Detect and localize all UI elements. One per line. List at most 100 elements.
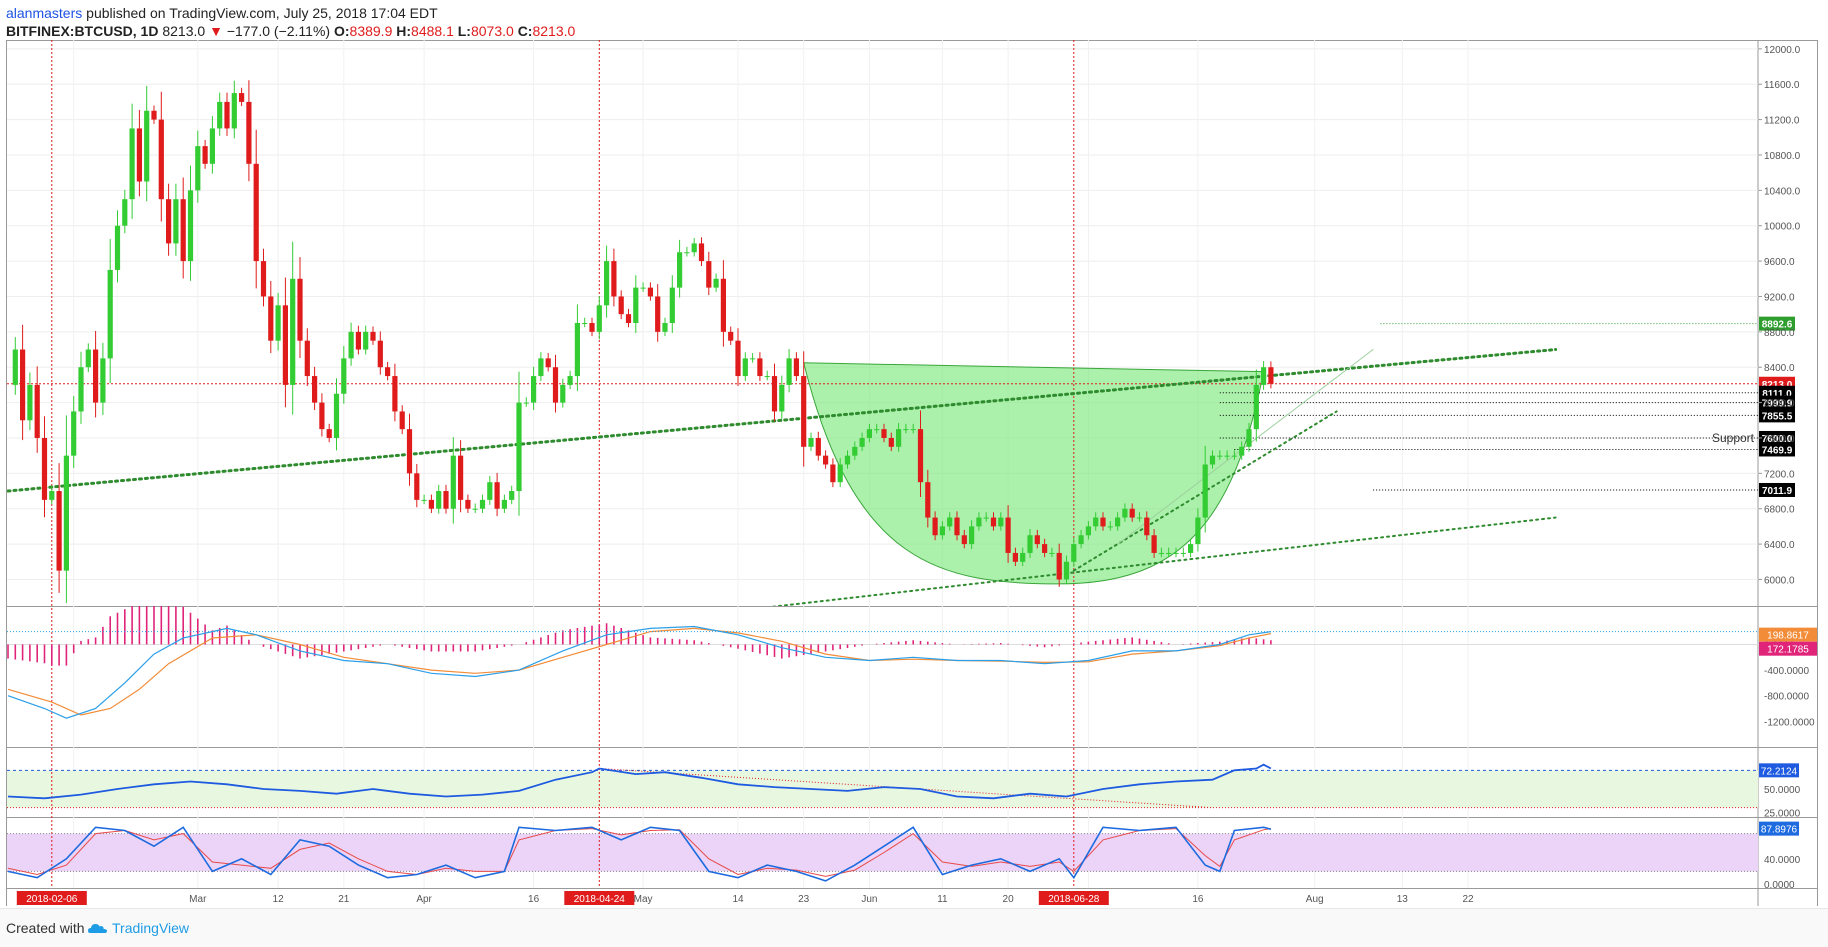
macd-tick-label: -1200.0000 <box>1764 717 1815 728</box>
candle-body <box>574 323 580 377</box>
rsi-band <box>7 770 1758 808</box>
candle-body <box>1107 526 1113 528</box>
candle-body <box>1034 535 1040 545</box>
candle-body <box>1027 535 1033 553</box>
open-value: 8389.9 <box>349 23 393 39</box>
candle-body <box>341 358 347 394</box>
candle-body <box>414 473 420 500</box>
candle-body <box>319 402 325 430</box>
time-tick-label: Jun <box>861 894 877 905</box>
candle-body <box>1020 552 1026 562</box>
price-tick-label: 10400.0 <box>1764 186 1801 197</box>
price-level-label: 7011.9 <box>1762 486 1792 497</box>
candle-body <box>355 331 361 350</box>
candle-body <box>180 199 186 262</box>
candle-body <box>49 491 55 500</box>
candle-body <box>582 323 588 324</box>
candle-body <box>1129 508 1135 518</box>
candle-body <box>114 225 121 270</box>
price-tick-label: 7600.0 <box>1764 434 1795 445</box>
candle-body <box>720 278 726 332</box>
candle-body <box>421 499 427 501</box>
candle-body <box>976 517 982 527</box>
macd-value-label: 198.8617 <box>1767 631 1809 642</box>
close-label: C: <box>517 23 533 39</box>
candle-body <box>808 437 814 447</box>
candle-body <box>436 491 442 509</box>
candle-body <box>866 429 872 438</box>
price-level-box <box>1759 316 1795 331</box>
candle-body <box>239 93 245 102</box>
tradingview-logo[interactable]: TradingView <box>88 920 189 936</box>
candle-body <box>596 305 602 332</box>
candle-body <box>925 482 931 518</box>
highlighted-date-box <box>564 891 635 905</box>
candle-body <box>917 429 924 483</box>
candle-body <box>961 535 967 545</box>
vertical-markers <box>51 40 1075 888</box>
candle-body <box>611 261 617 297</box>
candle-body <box>1209 455 1216 465</box>
time-tick-label: 21 <box>338 894 350 905</box>
price-level-box <box>1759 395 1795 410</box>
candle-body <box>209 128 215 164</box>
author-link[interactable]: alanmasters <box>6 5 83 21</box>
candle-body <box>1063 561 1070 580</box>
price-tick-label: 7200.0 <box>1764 469 1795 480</box>
candle-body <box>41 437 48 500</box>
highlighted-date-box <box>16 891 87 905</box>
candle-body <box>523 402 529 404</box>
candle-body <box>947 517 953 527</box>
candle-body <box>983 517 989 519</box>
candle-body <box>253 163 259 262</box>
symbol-label[interactable]: BITFINEX:BTCUSD, 1D <box>6 23 159 39</box>
candle-body <box>487 482 493 500</box>
candle-body <box>969 526 975 545</box>
candle-body <box>698 243 705 262</box>
price-tick-label: 8000.0 <box>1764 399 1795 410</box>
candle-body <box>231 93 237 129</box>
candle-body <box>1100 517 1106 527</box>
trendlines <box>7 348 1558 606</box>
footer: Created with TradingView <box>0 908 1828 947</box>
price-tick-label: 10000.0 <box>1764 222 1801 233</box>
candle-body <box>151 110 157 120</box>
price-level-label: 8213.0 <box>1762 380 1793 391</box>
candle-body <box>706 261 712 288</box>
macd-value-box <box>1759 641 1817 656</box>
candle-body <box>20 349 26 421</box>
candle-body <box>779 384 785 412</box>
price-tick-label: 11200.0 <box>1764 116 1800 127</box>
candle-body <box>1071 544 1077 562</box>
candle-body <box>801 376 807 447</box>
candle-body <box>63 455 69 571</box>
candle-body <box>173 199 179 244</box>
candle-body <box>56 491 62 571</box>
stoch-value-box <box>1759 821 1799 836</box>
candle-body <box>1085 526 1091 536</box>
time-tick-label: 14 <box>732 894 744 905</box>
candle-body <box>479 499 486 509</box>
highlighted-date-label: 2018-06-28 <box>1048 894 1100 905</box>
candle-body <box>100 358 106 403</box>
candle-body <box>443 491 449 509</box>
candle-body <box>896 429 902 447</box>
candle-body <box>1180 552 1186 554</box>
candle-body <box>538 358 544 377</box>
candle-body <box>1056 552 1062 580</box>
candle-body <box>786 358 792 385</box>
candle-body <box>224 101 230 129</box>
candle-body <box>290 278 296 385</box>
rsi-value-box <box>1759 763 1799 778</box>
candle-body <box>823 455 829 465</box>
price-tick-label: 6000.0 <box>1764 575 1795 586</box>
candle-body <box>837 464 843 483</box>
candle-body <box>312 376 318 403</box>
down-arrow-icon: ▼ <box>209 23 223 39</box>
candle-body <box>1239 446 1245 456</box>
candle-body <box>78 367 84 412</box>
candle-body <box>560 384 566 403</box>
time-tick-label: 12 <box>273 894 285 905</box>
cup-pattern <box>803 362 1265 585</box>
